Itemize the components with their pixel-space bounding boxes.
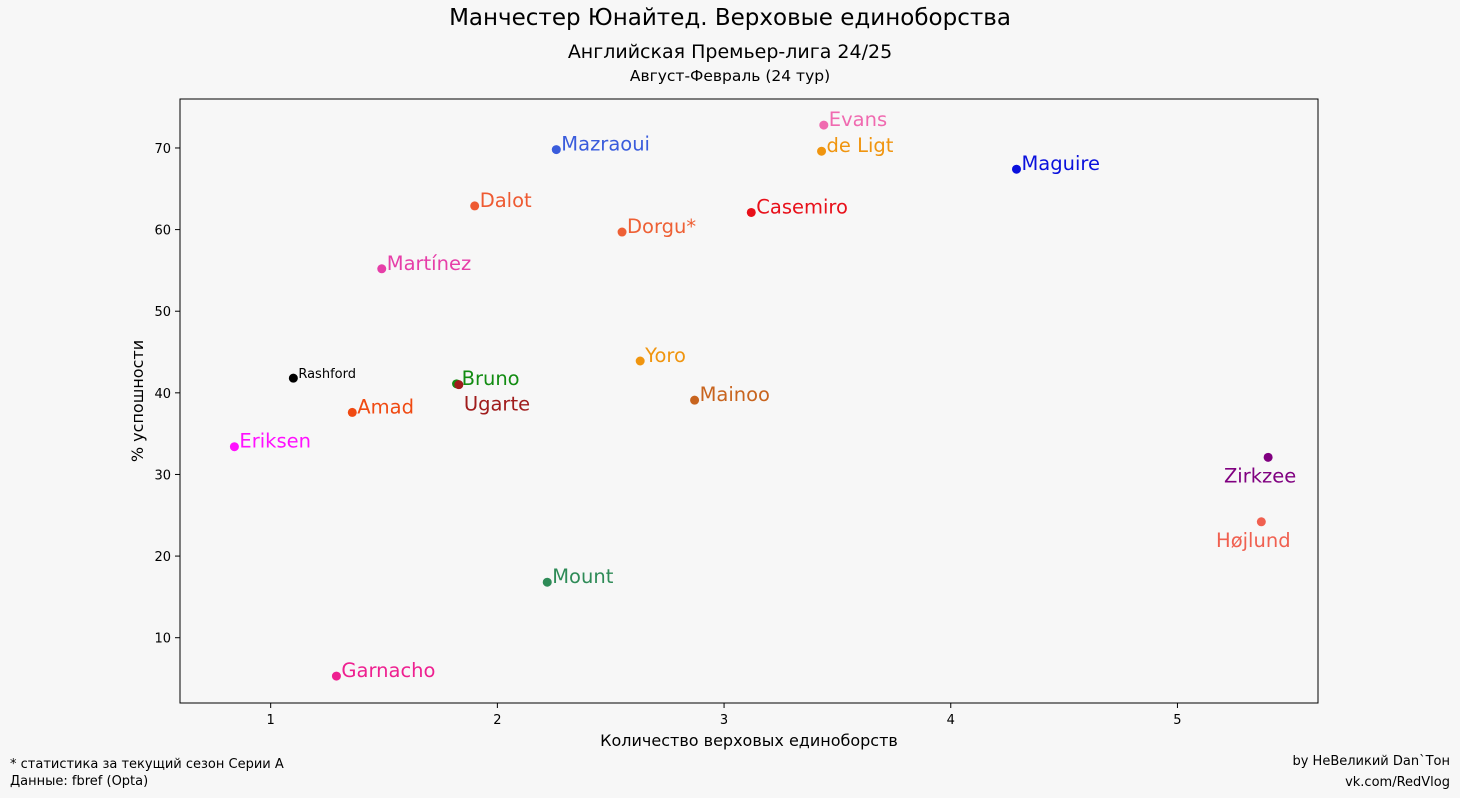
- data-point: [288, 373, 298, 383]
- data-point: [635, 356, 645, 366]
- point-label: Rashford: [298, 367, 356, 382]
- data-point: [1263, 452, 1273, 462]
- data-point: [551, 145, 561, 155]
- data-point: [746, 207, 756, 217]
- plot-area: [179, 98, 1319, 704]
- footer-left: * статистика за текущий сезон Серии А Да…: [10, 756, 284, 790]
- chart-period: Август-Февраль (24 тур): [629, 67, 831, 85]
- y-axis-label: % успошности: [128, 340, 147, 462]
- point-label: Eriksen: [239, 430, 311, 453]
- point-label: Mazraoui: [561, 133, 650, 156]
- data-point: [1011, 164, 1021, 174]
- point-label: Højlund: [1216, 529, 1291, 552]
- point-label: Maguire: [1021, 152, 1100, 175]
- point-label: Mainoo: [700, 383, 770, 406]
- footer-link: vk.com/RedVlog: [1345, 775, 1450, 790]
- point-label: Casemiro: [756, 195, 848, 218]
- chart-subtitle: Английская Премьер-лига 24/25: [567, 41, 893, 63]
- data-point: [817, 146, 827, 156]
- data-point: [470, 201, 480, 211]
- data-point: [229, 442, 239, 452]
- x-tick-label: 4: [947, 713, 955, 728]
- x-tick-label: 2: [493, 713, 501, 728]
- data-point: [347, 407, 357, 417]
- point-label: Amad: [357, 395, 414, 418]
- x-axis-label: Количество верховых единоборств: [600, 731, 898, 750]
- data-point: [819, 120, 829, 130]
- point-label: Dorgu*: [627, 215, 696, 238]
- chart-title: Манчестер Юнайтед. Верховые единоборства: [449, 5, 1011, 31]
- data-point: [377, 264, 387, 274]
- point-label: Martínez: [387, 252, 471, 275]
- data-point: [690, 395, 700, 405]
- y-tick-label: 40: [154, 387, 171, 402]
- point-label: Bruno: [462, 367, 520, 390]
- data-point: [331, 671, 341, 681]
- point-label: Yoro: [644, 344, 686, 367]
- point-label: Zirkzee: [1224, 464, 1296, 487]
- data-point: [454, 380, 464, 390]
- y-tick-label: 20: [154, 550, 171, 565]
- y-tick-label: 50: [154, 305, 171, 320]
- point-label: Ugarte: [464, 393, 530, 416]
- footer-source: Данные: fbref (Opta): [10, 774, 149, 789]
- y-tick-label: 30: [154, 468, 171, 483]
- point-label: Evans: [829, 108, 887, 131]
- point-label: Garnacho: [341, 659, 435, 682]
- data-point: [617, 227, 627, 237]
- footer-author: by НеВеликий Dan`Тон: [1292, 754, 1450, 769]
- data-point: [1256, 517, 1266, 527]
- point-label: Dalot: [480, 189, 532, 212]
- footer-note: * статистика за текущий сезон Серии А: [10, 757, 284, 772]
- y-tick-label: 60: [154, 224, 171, 239]
- footer-right: by НеВеликий Dan`Тон vk.com/RedVlog: [1292, 751, 1450, 793]
- point-label: Mount: [552, 565, 613, 588]
- x-tick-label: 3: [720, 713, 728, 728]
- y-tick-label: 70: [154, 142, 171, 157]
- data-point: [542, 577, 552, 587]
- y-tick-label: 10: [154, 632, 171, 647]
- x-tick-label: 1: [267, 713, 275, 728]
- x-tick-label: 5: [1173, 713, 1181, 728]
- point-label: de Ligt: [827, 134, 894, 157]
